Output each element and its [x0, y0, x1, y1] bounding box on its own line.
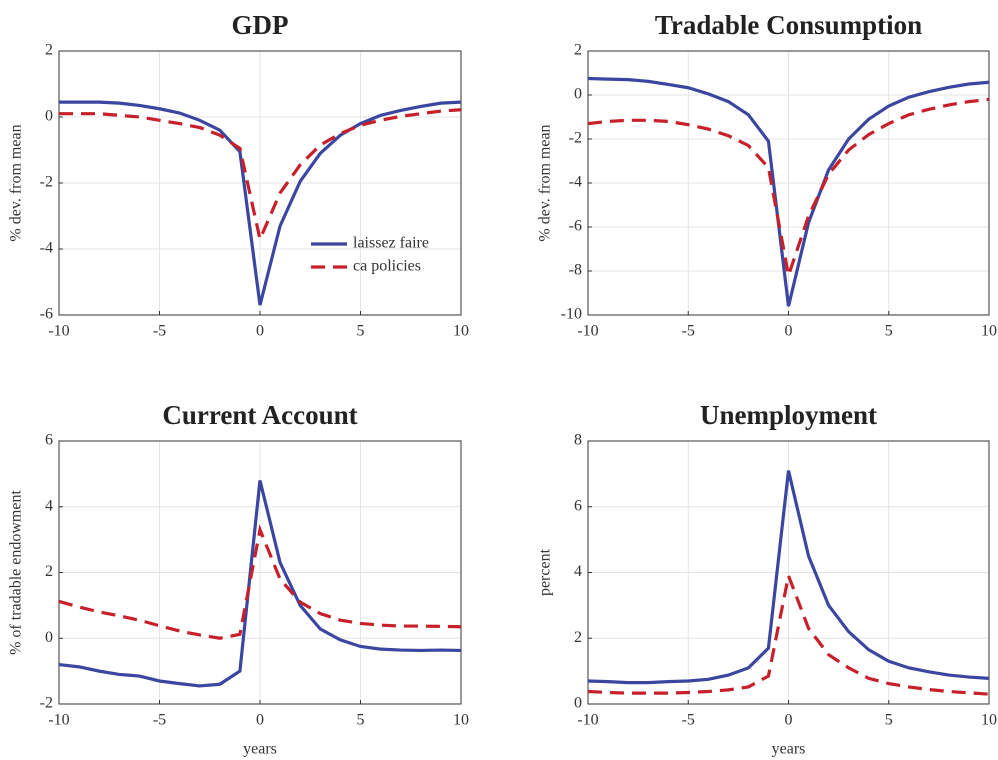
- y-tick-label: 8: [574, 432, 582, 449]
- x-tick-label: 10: [453, 712, 469, 729]
- y-axis-label: % dev. from mean: [537, 124, 554, 241]
- x-tick-label: 5: [885, 323, 893, 340]
- y-tick-label: 4: [45, 497, 53, 514]
- y-tick-label: 2: [45, 563, 53, 580]
- x-tick-label: -10: [48, 712, 69, 729]
- x-tick-label: -10: [577, 712, 598, 729]
- y-tick-label: 0: [45, 629, 53, 646]
- x-tick-label: 0: [785, 712, 793, 729]
- x-tick-label: 0: [256, 712, 264, 729]
- x-tick-label: 10: [981, 712, 997, 729]
- chart-title: Unemployment: [700, 400, 877, 430]
- chart-title: GDP: [232, 10, 289, 40]
- y-tick-label: 6: [574, 497, 582, 514]
- series-line: [59, 100, 462, 306]
- legend-label: laissez faire: [353, 235, 429, 252]
- series-line: [58, 480, 462, 688]
- y-tick-label: 0: [574, 695, 582, 712]
- x-tick-label: -5: [153, 323, 166, 340]
- x-tick-label: -5: [682, 712, 695, 729]
- x-tick-label: 10: [453, 323, 469, 340]
- series-line: [587, 470, 990, 685]
- chart-title: Tradable Consumption: [655, 10, 922, 40]
- y-tick-label: 2: [574, 629, 582, 646]
- y-tick-label: -2: [569, 130, 582, 147]
- y-tick-label: -4: [569, 174, 582, 191]
- y-tick-label: 6: [45, 432, 53, 449]
- x-tick-label: 5: [885, 712, 893, 729]
- axes-frame: [587, 50, 990, 316]
- axes-frame: [587, 440, 990, 705]
- x-tick-label: -10: [577, 323, 598, 340]
- y-tick-label: 0: [574, 86, 582, 103]
- x-tick-label: 0: [785, 323, 793, 340]
- series-line: [587, 76, 990, 307]
- legend-label: ca policies: [353, 258, 421, 275]
- y-tick-label: 4: [574, 563, 582, 580]
- y-tick-label: -2: [40, 174, 53, 191]
- y-tick-label: -6: [40, 306, 53, 323]
- y-tick-label: 2: [574, 42, 582, 59]
- x-tick-label: -5: [153, 712, 166, 729]
- x-tick-label: 0: [256, 323, 264, 340]
- y-tick-label: 0: [45, 108, 53, 125]
- series-line: [587, 570, 990, 696]
- series-line: [587, 97, 990, 282]
- x-tick-label: -10: [48, 323, 69, 340]
- x-tick-label: 5: [357, 323, 365, 340]
- x-tick-label: 10: [981, 323, 997, 340]
- y-axis-label: % dev. from mean: [8, 124, 25, 241]
- y-tick-label: -6: [569, 218, 582, 235]
- axes-frame: [58, 50, 462, 316]
- x-axis-label: years: [772, 741, 806, 758]
- x-tick-label: 5: [357, 712, 365, 729]
- y-tick-label: -4: [40, 240, 53, 257]
- chart-title: Current Account: [162, 400, 357, 430]
- x-axis-label: years: [243, 741, 277, 758]
- axes-frame: [58, 440, 462, 705]
- series-line: [58, 524, 462, 640]
- y-axis-label: % of tradable endowment: [8, 490, 25, 655]
- y-tick-label: 2: [45, 42, 53, 59]
- x-tick-label: -5: [682, 323, 695, 340]
- series-line: [59, 108, 462, 245]
- y-tick-label: -8: [569, 262, 582, 279]
- y-tick-label: -10: [561, 306, 582, 323]
- y-tick-label: -2: [40, 695, 53, 712]
- y-axis-label: percent: [537, 548, 554, 596]
